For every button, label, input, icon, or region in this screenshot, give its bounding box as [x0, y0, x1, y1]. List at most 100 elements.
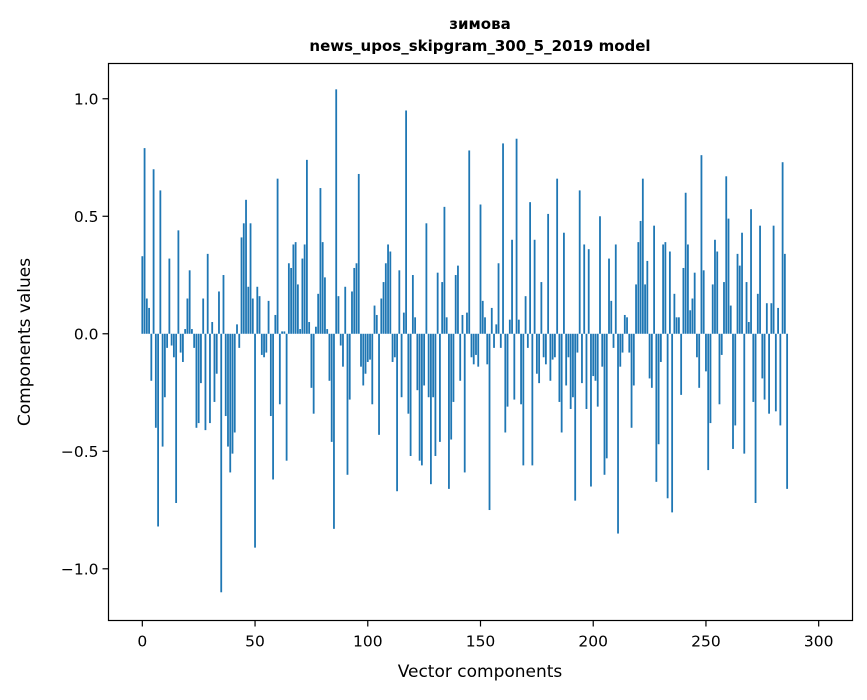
- bar-46: [245, 199, 247, 334]
- bar-134: [443, 206, 446, 334]
- bar-159: [499, 333, 502, 348]
- bar-103: [373, 305, 376, 334]
- bar-152: [484, 317, 486, 334]
- bar-279: [770, 303, 773, 334]
- bar-100: [366, 333, 369, 362]
- bar-41: [233, 333, 236, 433]
- bar-251: [707, 333, 710, 471]
- bar-80: [321, 242, 324, 334]
- bar-122: [416, 333, 419, 391]
- bar-54: [263, 333, 265, 358]
- bar-49: [251, 298, 254, 334]
- bar-216: [628, 333, 631, 353]
- bar-277: [765, 303, 768, 334]
- bar-107: [382, 282, 385, 334]
- bar-81: [324, 277, 326, 334]
- bar-283: [779, 333, 782, 426]
- chart-subtitle: news_upos_skipgram_300_5_2019 model: [309, 37, 650, 55]
- bar-262: [732, 333, 734, 449]
- bar-173: [531, 333, 534, 466]
- bar-92: [348, 333, 351, 400]
- bar-64: [285, 333, 288, 461]
- bar-184: [556, 178, 559, 334]
- bar-17: [179, 333, 182, 353]
- bar-231: [662, 244, 665, 334]
- bar-116: [402, 312, 405, 334]
- bar-89: [342, 333, 344, 367]
- bar-115: [400, 333, 403, 398]
- bar-48: [249, 223, 252, 334]
- bar-112: [393, 333, 396, 358]
- bar-165: [513, 333, 516, 400]
- bar-155: [490, 307, 493, 334]
- bar-161: [504, 333, 507, 433]
- bar-264: [736, 253, 739, 334]
- bar-77: [315, 326, 317, 334]
- bar-224: [646, 260, 649, 334]
- bar-213: [621, 333, 624, 353]
- bar-22: [191, 329, 193, 334]
- y-tick-label: −1.0: [61, 560, 99, 578]
- x-axis-label: Vector components: [398, 662, 563, 682]
- bar-98: [362, 333, 365, 386]
- bar-23: [193, 333, 196, 348]
- bar-202: [596, 333, 599, 407]
- bar-59: [274, 314, 277, 334]
- bar-266: [741, 232, 743, 334]
- bar-181: [549, 333, 552, 381]
- x-axis: 0 50 100 150 200 250 300: [137, 620, 834, 651]
- bar-153: [486, 333, 489, 365]
- bar-219: [635, 284, 637, 334]
- bar-199: [590, 333, 592, 487]
- bar-243: [689, 310, 692, 334]
- bar-10: [163, 333, 166, 398]
- bar-241: [684, 192, 687, 334]
- bar-66: [290, 267, 293, 334]
- bar-38: [227, 333, 229, 447]
- bar-88: [339, 333, 342, 346]
- bar-144: [466, 312, 468, 334]
- bar-58: [272, 333, 274, 480]
- bar-8: [159, 190, 162, 334]
- bar-78: [317, 293, 320, 334]
- bar-190: [569, 333, 572, 409]
- bar-176: [538, 333, 541, 384]
- bar-172: [529, 202, 531, 334]
- bar-229: [657, 333, 660, 445]
- bar-40: [231, 333, 234, 454]
- bar-50: [254, 333, 256, 548]
- bar-239: [680, 333, 683, 395]
- bar-284: [781, 162, 784, 334]
- bar-253: [711, 284, 714, 334]
- bar-235: [671, 333, 674, 513]
- bar-19: [184, 329, 187, 334]
- bar-238: [678, 317, 680, 334]
- bar-193: [576, 333, 579, 353]
- bar-244: [691, 298, 694, 334]
- bar-230: [659, 333, 662, 362]
- bar-215: [626, 317, 628, 334]
- bar-28: [204, 333, 207, 431]
- bar-9: [161, 333, 164, 447]
- bar-225: [648, 333, 651, 379]
- bar-85: [333, 333, 335, 529]
- bar-series: [141, 89, 789, 593]
- bar-97: [360, 333, 362, 367]
- bar-140: [457, 265, 459, 334]
- bar-208: [610, 300, 613, 334]
- bar-148: [475, 333, 477, 355]
- bar-65: [287, 263, 290, 334]
- bar-36: [222, 275, 225, 334]
- bar-233: [666, 333, 669, 499]
- bar-76: [312, 333, 315, 414]
- bar-167: [517, 319, 520, 334]
- x-tick-label: 300: [804, 633, 834, 651]
- bar-136: [448, 333, 450, 489]
- y-tick-label: 0.0: [74, 325, 99, 343]
- bar-13: [170, 333, 173, 346]
- bar-31: [211, 322, 214, 334]
- bar-126: [425, 223, 428, 334]
- bar-232: [664, 242, 667, 334]
- axes-frame: [107, 62, 854, 622]
- bar-228: [655, 333, 658, 482]
